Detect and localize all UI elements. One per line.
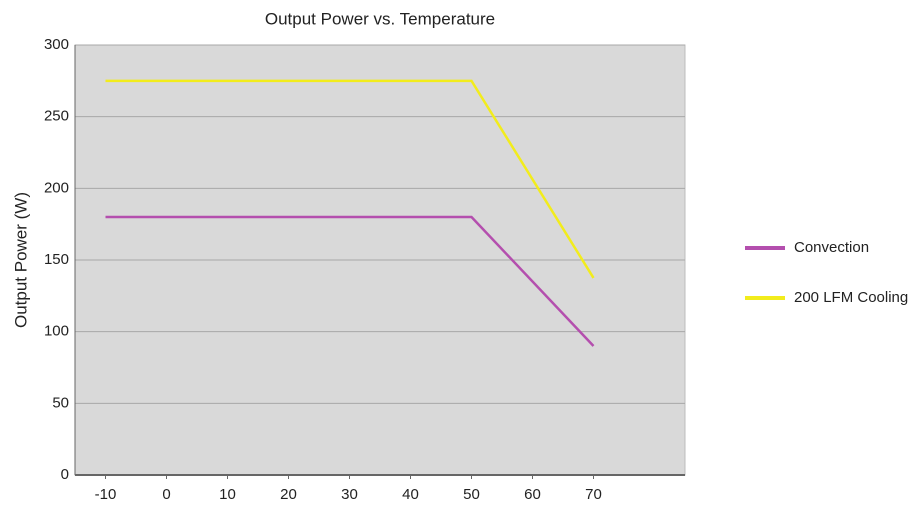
series-line xyxy=(105,215,595,347)
y-tick-label: 0 xyxy=(61,466,69,483)
legend-label: 200 LFM Cooling xyxy=(794,289,908,306)
legend-label: Convection xyxy=(794,239,869,256)
x-tick-label: -10 xyxy=(95,486,117,503)
y-tick-label: 300 xyxy=(44,36,69,53)
series-line xyxy=(105,79,595,279)
x-tick-label: 70 xyxy=(585,486,602,503)
x-tick-label: 50 xyxy=(463,486,480,503)
x-tick-label: 60 xyxy=(524,486,541,503)
x-tick-label: 0 xyxy=(162,486,170,503)
x-tick-label: 20 xyxy=(280,486,297,503)
y-tick-label: 250 xyxy=(44,108,69,125)
x-tick-label: 30 xyxy=(341,486,358,503)
x-tick-label: 10 xyxy=(219,486,236,503)
y-axis-label: Output Power (W) xyxy=(11,192,30,328)
y-tick-label: 150 xyxy=(44,251,69,268)
x-tick-label: 40 xyxy=(402,486,419,503)
y-tick-label: 200 xyxy=(44,179,69,196)
chart-title: Output Power vs. Temperature xyxy=(265,9,495,28)
y-tick-label: 50 xyxy=(52,394,69,411)
y-tick-label: 100 xyxy=(44,323,69,340)
